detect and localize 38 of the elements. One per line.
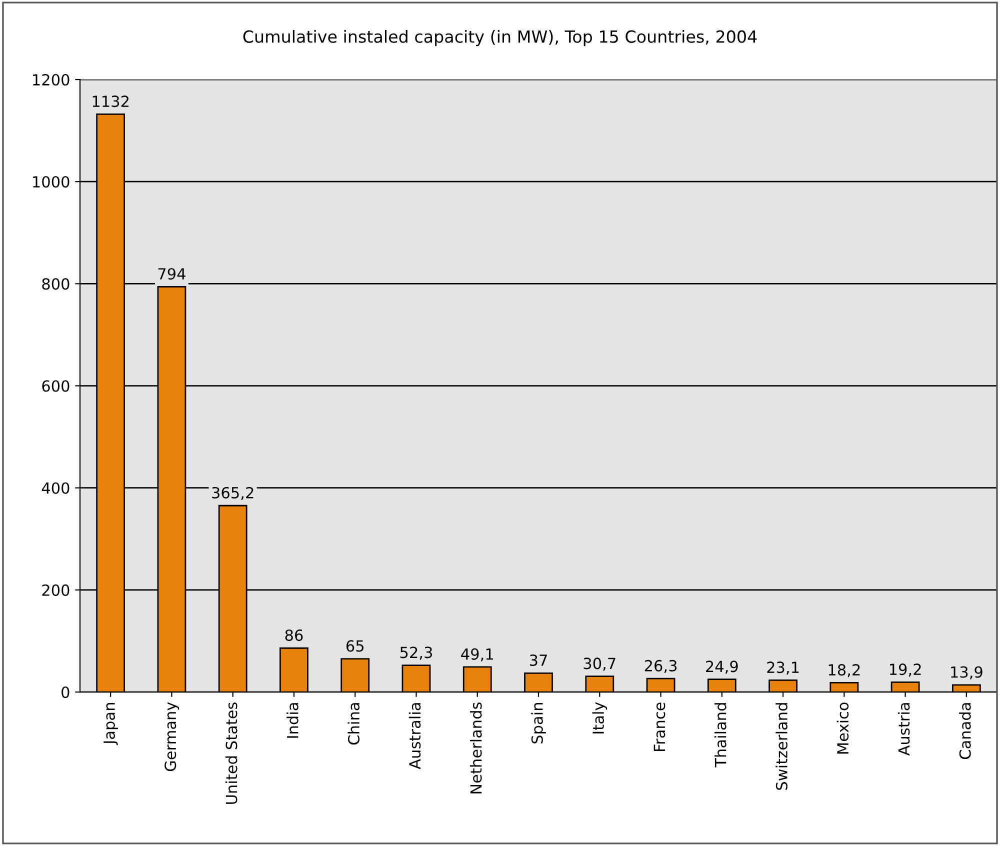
x-tick-label: United States	[225, 702, 238, 804]
x-tick-label: Spain	[531, 703, 546, 744]
data-label: 37	[530, 654, 547, 666]
data-label: 23,1	[767, 662, 799, 675]
x-tick-label: Thailand	[714, 703, 726, 768]
y-tick-label: 0	[62, 686, 70, 698]
data-label: 19,2	[890, 664, 921, 677]
data-label: 365,2	[212, 486, 254, 500]
data-label: 26,3	[644, 660, 677, 674]
x-tick-label: China	[348, 703, 360, 745]
x-tick-label: Austria	[898, 703, 910, 756]
y-tick-label: 600	[42, 380, 70, 392]
data-label: 794	[158, 268, 186, 280]
data-label: 30,7	[584, 658, 616, 671]
data-label: 24,9	[706, 660, 738, 674]
data-label: 18,2	[828, 664, 860, 678]
data-label: 1132	[92, 96, 128, 108]
y-tick-label: 1000	[33, 176, 70, 188]
x-tick-label: Japan	[104, 703, 118, 746]
y-tick-label: 800	[42, 278, 70, 290]
y-tick-label: 1200	[33, 74, 70, 86]
x-tick-label: Switzerland	[776, 703, 788, 790]
x-tick-label: Netherlands	[470, 702, 482, 794]
y-tick-label: 200	[42, 584, 70, 596]
chart-title: Cumulative instaled capacity (in MW), Top 15 Countries, 2004	[243, 30, 757, 46]
y-tick-label: 400	[42, 482, 70, 494]
data-label: 13,9	[951, 666, 982, 680]
x-tick-label: India	[286, 703, 298, 738]
x-tick-label: Germany	[164, 702, 180, 772]
x-tick-label: Canada	[959, 703, 971, 760]
data-label: 52,3	[400, 646, 432, 660]
x-tick-label: Italy	[592, 702, 608, 734]
data-label: 65	[346, 640, 364, 652]
data-label: 49,1	[461, 648, 493, 662]
x-tick-label: Mexico	[836, 702, 849, 754]
x-tick-label: France	[654, 702, 666, 752]
x-tick-label: Australia	[408, 703, 421, 770]
data-label: 86	[285, 629, 303, 642]
